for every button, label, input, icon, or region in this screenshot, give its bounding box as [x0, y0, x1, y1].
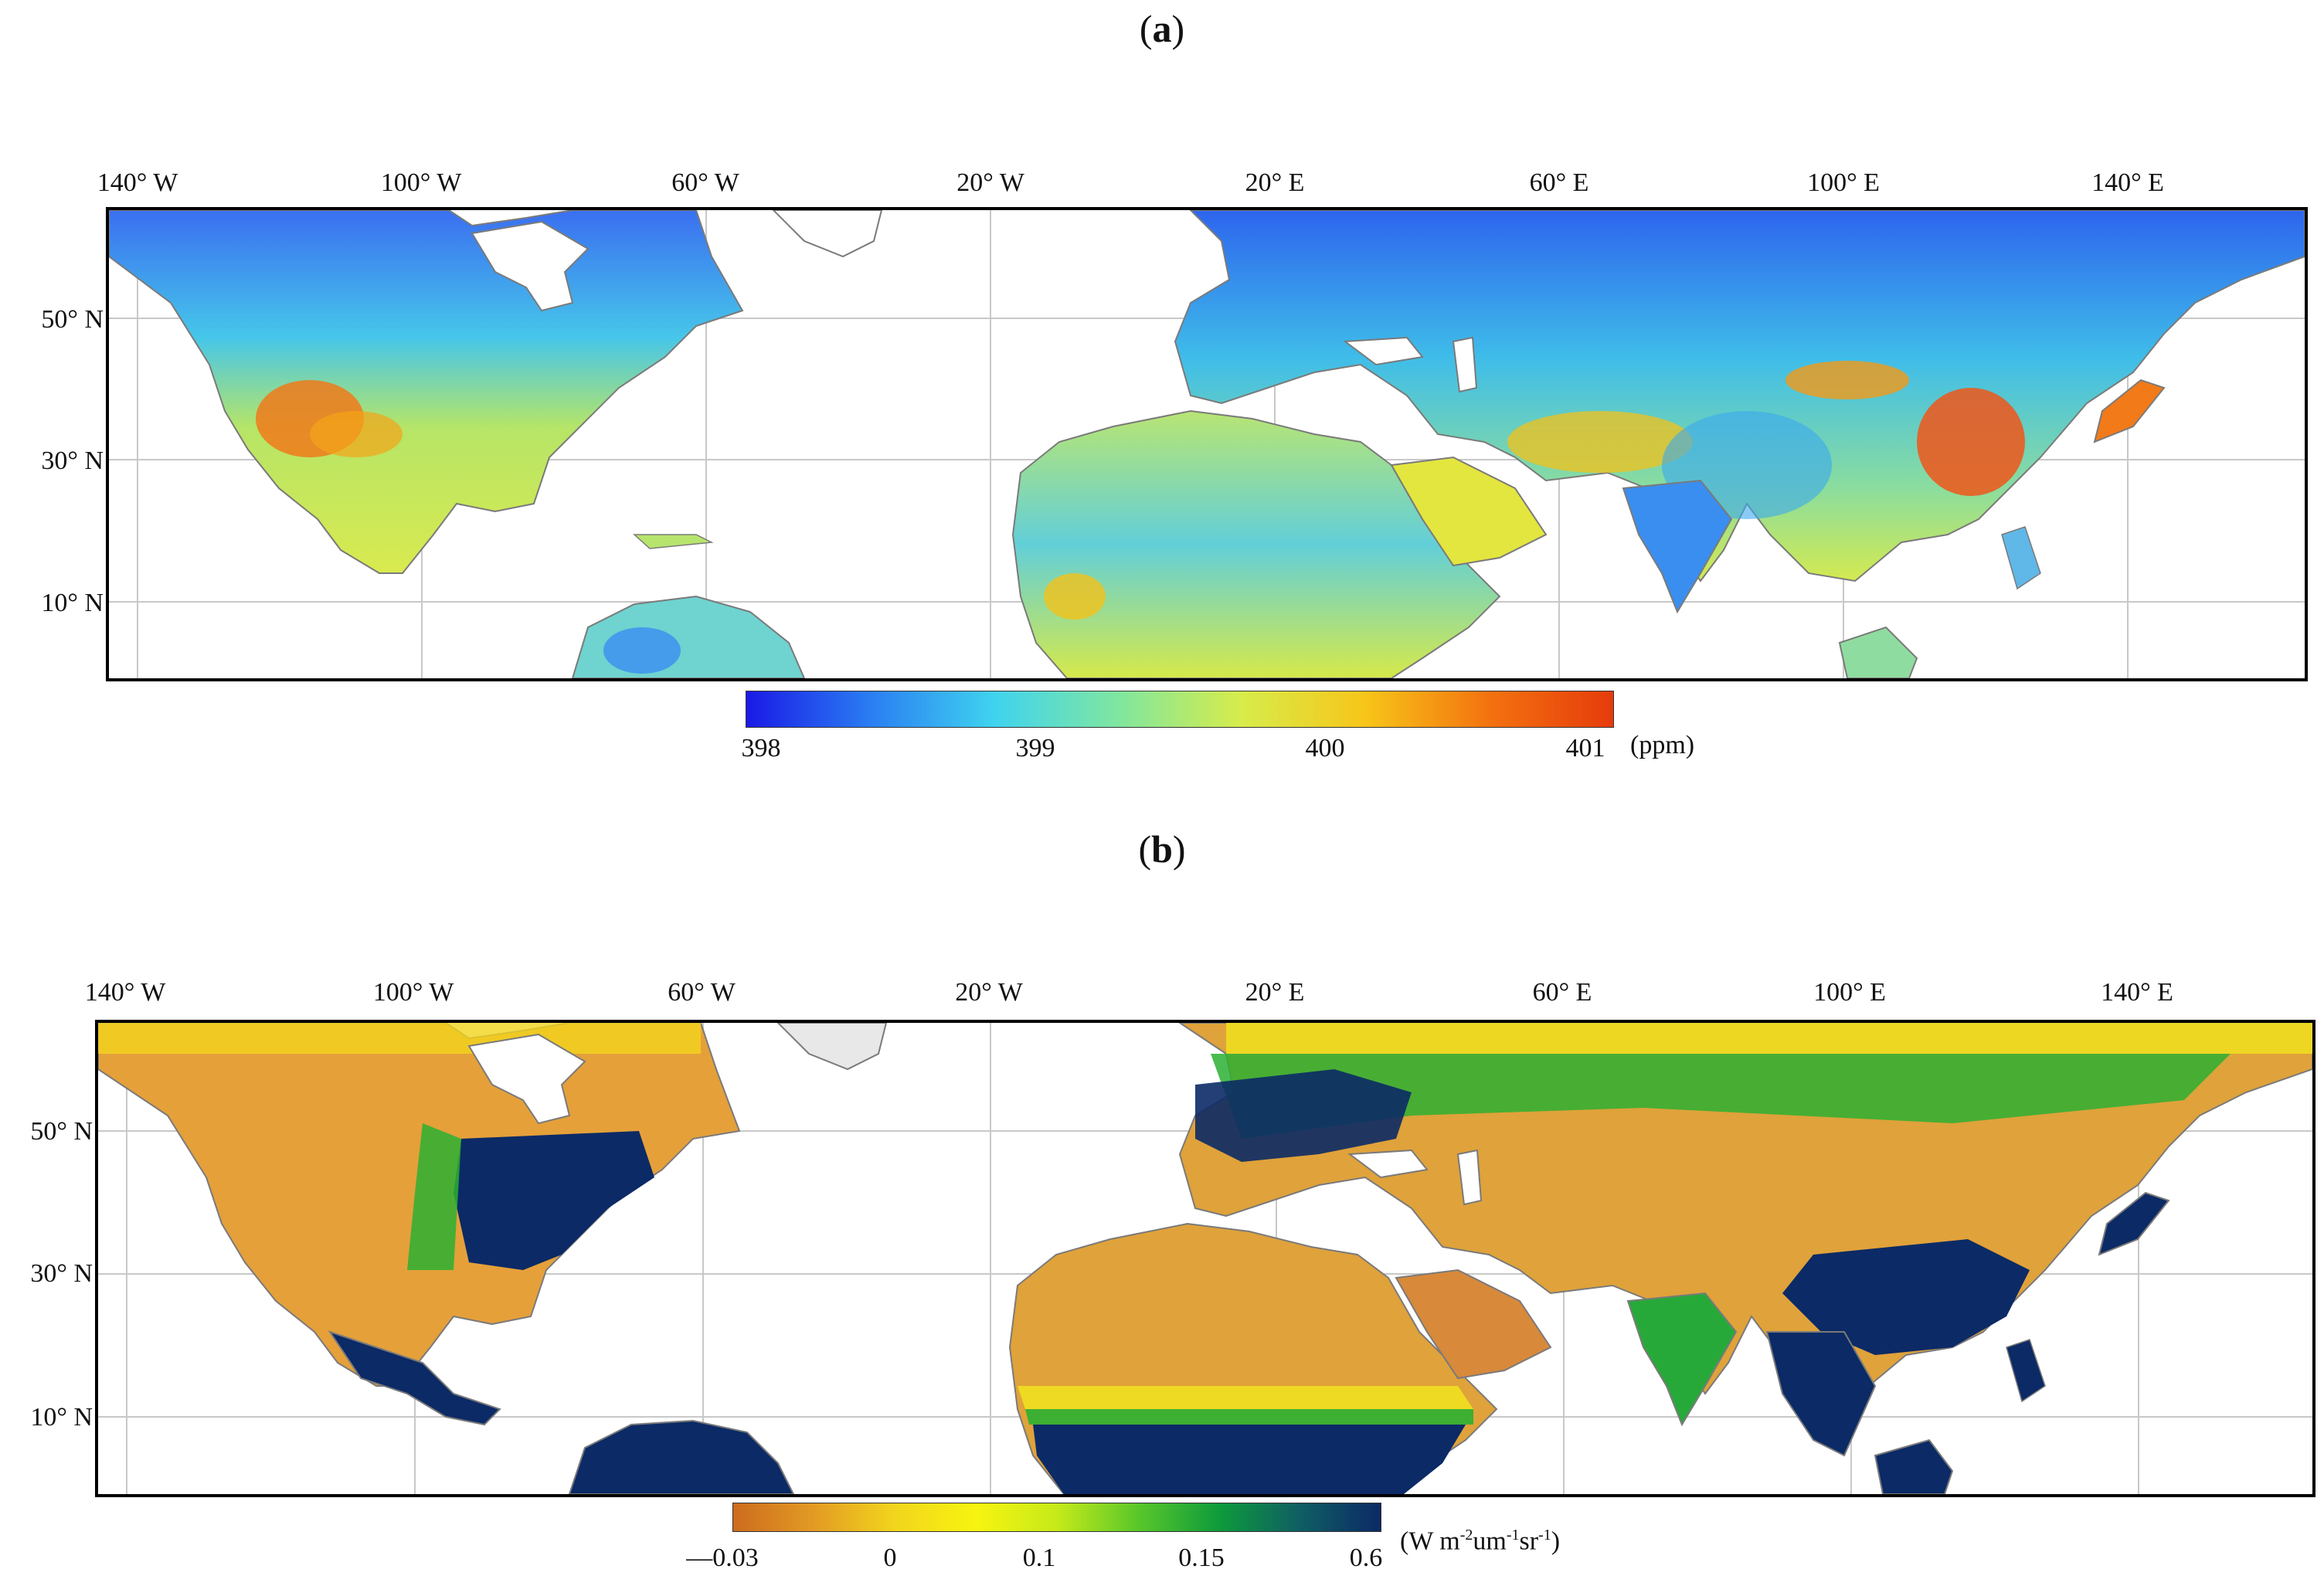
panel-a-hotspot-middle-east	[1507, 411, 1693, 473]
panel-a-land-arabia	[1390, 456, 1548, 567]
panel-a-lon-label-140e: 140° E	[2091, 168, 2164, 197]
panel-a-land-japan	[2093, 379, 2166, 443]
panel-a-hudson-bay	[471, 220, 589, 312]
panel-a-lon-label-100e: 100° E	[1807, 168, 1880, 197]
panel-b-land-indochina	[1765, 1331, 1877, 1457]
panel-a-lon-label-60w: 60° W	[671, 168, 739, 197]
panel-b-land-india	[1626, 1292, 1738, 1427]
panel-a-land-eurasia	[1174, 210, 2305, 583]
panel-b-sahel-band	[1018, 1386, 1473, 1409]
panel-a-sa-blue	[603, 627, 681, 674]
panel-b-colorbar-unit: (W m-2um-1sr-1)	[1400, 1527, 1561, 1556]
panel-a-black-sea	[1343, 336, 1424, 366]
panel-b-lon-label-140e: 140° E	[2101, 978, 2173, 1007]
panel-b-land-south-america	[568, 1419, 795, 1494]
panel-b-label: (b)	[1138, 827, 1186, 871]
panel-b-black-sea	[1347, 1149, 1429, 1179]
panel-b-colorbar-tick-01: 0.1	[1022, 1544, 1056, 1572]
panel-a-colorbar	[746, 691, 1614, 728]
panel-b-caspian-sea	[1456, 1149, 1483, 1206]
panel-b-forest-band	[1211, 1054, 2231, 1139]
panel-a-lon-label-100w: 100° W	[380, 168, 462, 197]
panel-b-colorbar-tick-neg003: —0.03	[686, 1544, 759, 1572]
panel-a-lon-label-20e: 20° E	[1245, 168, 1305, 197]
panel-b-colorbar	[732, 1503, 1381, 1532]
panel-a-land-se-asia	[1838, 626, 1918, 678]
panel-b-colorbar-tick-06: 0.6	[1349, 1544, 1383, 1572]
panel-b-map-canvas	[98, 1023, 2312, 1494]
panel-a-lat-label-10n: 10° N	[41, 589, 104, 617]
panel-a-lat-label-50n: 50° N	[41, 305, 104, 334]
panel-b-land-borneo	[1874, 1438, 1954, 1494]
panel-b-lon-label-20w: 20° W	[955, 978, 1023, 1007]
panel-a-land-philippines	[2001, 526, 2041, 590]
panel-b-colorbar-tick-0: 0	[883, 1544, 897, 1572]
panel-b-hudson-bay	[467, 1033, 586, 1125]
panel-b-lon-label-140w: 140° W	[84, 978, 166, 1007]
panel-a-land-north-america	[109, 210, 744, 574]
panel-b-lon-label-60e: 60° E	[1532, 978, 1592, 1007]
panel-b-europe-dense	[1195, 1069, 1412, 1162]
panel-b-lon-label-100e: 100° E	[1813, 978, 1886, 1007]
panel-a-land-africa	[1011, 409, 1501, 678]
panel-a-map-canvas	[109, 210, 2305, 678]
panel-b-central-america	[328, 1330, 501, 1426]
panel-b-land-philippines	[2006, 1339, 2046, 1403]
panel-b-lat-label-30n: 30° N	[30, 1259, 93, 1288]
panel-a-hotspot-china	[1917, 388, 2025, 496]
panel-b-east-asia-dense	[1782, 1239, 2030, 1355]
panel-a-map	[106, 207, 2308, 681]
panel-a-caspian-sea	[1452, 336, 1478, 393]
panel-b-lat-label-10n: 10° N	[30, 1403, 93, 1432]
panel-b-yellow-band-north	[98, 1023, 701, 1054]
panel-b-boreal-band	[1226, 1023, 2312, 1054]
panel-a-label: (a)	[1139, 7, 1185, 50]
panel-b-lon-label-100w: 100° W	[372, 978, 454, 1007]
panel-b-land-arabia	[1395, 1269, 1552, 1380]
panel-b-lon-label-60w: 60° W	[668, 978, 736, 1007]
panel-b-lat-label-50n: 50° N	[30, 1117, 93, 1146]
panel-a-lon-label-140w: 140° W	[97, 168, 178, 197]
panel-a-lon-label-60e: 60° E	[1529, 168, 1589, 197]
panel-b-land-japan	[2098, 1191, 2170, 1256]
panel-b-africa-dense	[1033, 1425, 1466, 1494]
panel-b-lon-label-20e: 20° E	[1245, 978, 1305, 1007]
panel-a-hotspot-west-africa	[1044, 573, 1106, 620]
panel-b-east-us-green	[407, 1123, 461, 1270]
panel-b-land-greenland	[776, 1023, 888, 1071]
panel-a-colorbar-unit: (ppm)	[1630, 731, 1695, 759]
panel-a-land-india	[1622, 479, 1733, 614]
panel-a-lon-label-20w: 20° W	[956, 168, 1024, 197]
panel-a-land-south-america	[571, 595, 806, 678]
panel-a-land-caribbean	[633, 534, 714, 549]
panel-a-land-greenland	[772, 210, 883, 258]
panel-b-sahel-green	[1025, 1409, 1473, 1425]
panel-a-colorbar-tick-401: 401	[1565, 734, 1605, 763]
panel-b-map	[95, 1020, 2316, 1497]
panel-a-lat-label-30n: 30° N	[41, 447, 104, 475]
panel-a-colorbar-tick-398: 398	[741, 734, 781, 763]
panel-a-colorbar-tick-400: 400	[1305, 734, 1345, 763]
panel-a-hotspot-southwest	[310, 411, 403, 457]
panel-a-colorbar-tick-399: 399	[1015, 734, 1055, 763]
panel-b-east-us-dense	[454, 1131, 654, 1270]
panel-a-hotspot-north-china	[1785, 361, 1909, 399]
panel-b-colorbar-tick-015: 0.15	[1178, 1544, 1225, 1572]
